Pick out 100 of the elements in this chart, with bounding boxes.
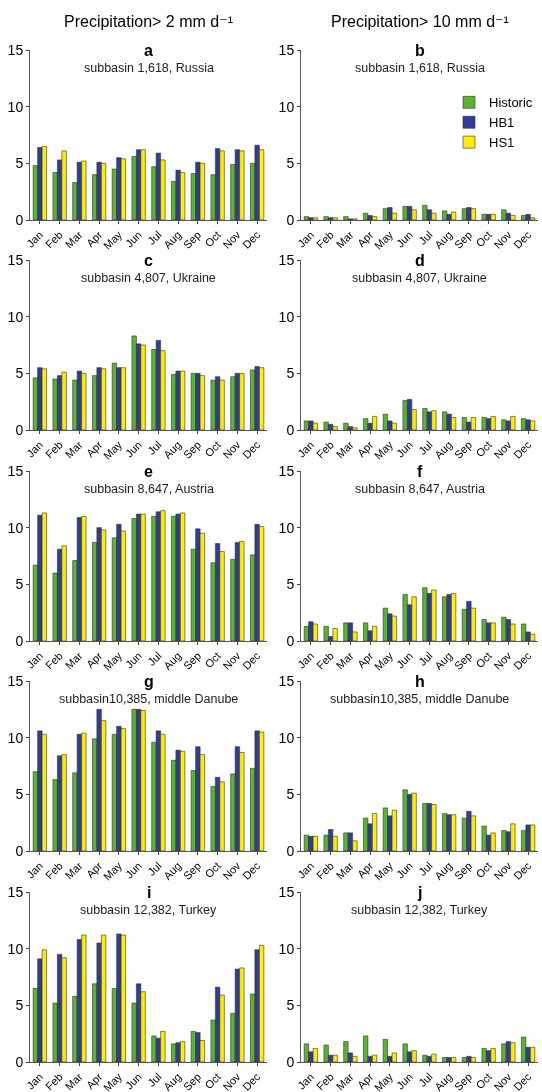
bar <box>411 793 417 852</box>
text: subbasin10,385, middle Danube <box>59 692 239 707</box>
x-tick-label: Jan <box>295 438 317 460</box>
y-tick-label: 5 <box>15 365 24 382</box>
x-tick-label: Aug <box>161 649 184 672</box>
text: subbasin 4,807, Ukraine <box>81 271 216 286</box>
x-tick-label: Jul <box>145 859 164 879</box>
bar <box>120 367 126 431</box>
x-tick-label: Oct <box>202 1070 223 1091</box>
bar <box>41 949 47 1062</box>
bar <box>303 1043 309 1062</box>
x-tick-label: Mar <box>62 649 85 672</box>
y-tick-label: 15 <box>278 883 295 900</box>
y-tick-label: 5 <box>286 996 295 1013</box>
bar <box>481 825 487 852</box>
x-tick-label: Oct <box>473 228 494 250</box>
x-tick-label: Jun <box>122 859 144 881</box>
x-tick-label: Oct <box>473 649 494 670</box>
chart-title: a <box>144 42 153 59</box>
x-tick-label: Aug <box>161 1070 184 1092</box>
x-tick-label: Jul <box>145 649 164 668</box>
bar <box>61 372 67 431</box>
y-tick-label: 15 <box>278 462 295 479</box>
y-tick-label: 0 <box>286 1053 295 1070</box>
bar <box>367 215 373 220</box>
x-tick-label: Mar <box>333 859 356 882</box>
bar <box>199 375 205 431</box>
bar <box>481 618 487 641</box>
bar <box>175 169 181 220</box>
x-tick-label: Dec <box>511 648 534 672</box>
x-tick-label: Dec <box>511 859 534 883</box>
x-tick-label: Jul <box>416 1070 435 1089</box>
y-tick-label: 10 <box>278 940 295 957</box>
y-tick-label: 0 <box>15 211 24 228</box>
x-tick-label: Dec <box>511 438 534 462</box>
text: subbasin 8,647, Austria <box>355 481 485 496</box>
bar <box>254 366 260 431</box>
x-tick-label: Feb <box>43 859 65 882</box>
y-tick-label: 0 <box>15 1053 24 1070</box>
chart-title: h <box>415 673 425 691</box>
bar <box>254 144 260 220</box>
x-tick-label: Jul <box>416 228 435 247</box>
bar <box>521 623 527 641</box>
bar <box>481 417 487 431</box>
bar <box>391 615 397 641</box>
bar <box>312 423 318 431</box>
x-tick-label: Jun <box>122 1070 144 1092</box>
x-tick-label: Aug <box>432 1070 455 1092</box>
x-tick-label: Jul <box>416 438 435 458</box>
x-tick-label: Mar <box>62 1069 85 1092</box>
bar <box>219 781 225 852</box>
x-tick-label: Jan <box>295 228 317 250</box>
bar <box>470 815 476 852</box>
bar <box>343 423 349 431</box>
bar <box>41 146 47 220</box>
x-tick-label: Oct <box>202 649 223 670</box>
bar <box>120 158 126 220</box>
x-tick-label: Jul <box>416 649 435 668</box>
x-tick-label: Jun <box>122 228 144 250</box>
y-tick-label: 5 <box>286 365 295 382</box>
x-tick-label: Feb <box>43 228 65 251</box>
bar <box>391 810 397 852</box>
y-tick-label: 10 <box>278 519 295 536</box>
legend-label: HS1 <box>489 135 515 151</box>
x-tick-label: Dec <box>511 1069 534 1092</box>
bar <box>402 1043 408 1062</box>
chart-title: d <box>415 252 425 270</box>
bar <box>490 1047 496 1062</box>
bar <box>323 625 329 641</box>
bar <box>312 836 318 852</box>
bar <box>391 423 397 431</box>
bar <box>219 150 225 220</box>
y-tick-label: 15 <box>7 252 24 269</box>
bar <box>470 417 476 431</box>
x-tick-label: Dec <box>240 859 263 883</box>
text: Precipitation> 10 mm d⁻¹ <box>331 13 509 30</box>
bar <box>61 545 67 641</box>
bar <box>387 207 393 220</box>
y-tick-label: 15 <box>7 41 24 58</box>
x-tick-label: Oct <box>473 438 494 460</box>
bar <box>446 1056 452 1062</box>
chart-title: g <box>144 673 154 691</box>
x-tick-label: Mar <box>333 1069 356 1092</box>
x-tick-label: Aug <box>432 438 455 462</box>
x-tick-label: Feb <box>43 649 65 672</box>
bar <box>96 709 102 852</box>
bar <box>525 824 531 852</box>
bar <box>481 1047 487 1062</box>
bar <box>41 734 47 852</box>
text: subbasin 12,382, Turkey <box>80 902 217 917</box>
y-tick-label: 15 <box>7 462 24 479</box>
chart-title: e <box>144 462 153 480</box>
y-tick-label: 5 <box>286 155 295 172</box>
bar <box>470 208 476 220</box>
bar <box>363 418 369 431</box>
x-tick-label: Dec <box>511 228 534 251</box>
chart-title: b <box>415 42 425 59</box>
bar <box>525 419 531 431</box>
x-tick-label: Jun <box>393 438 415 460</box>
bar <box>332 1054 338 1062</box>
